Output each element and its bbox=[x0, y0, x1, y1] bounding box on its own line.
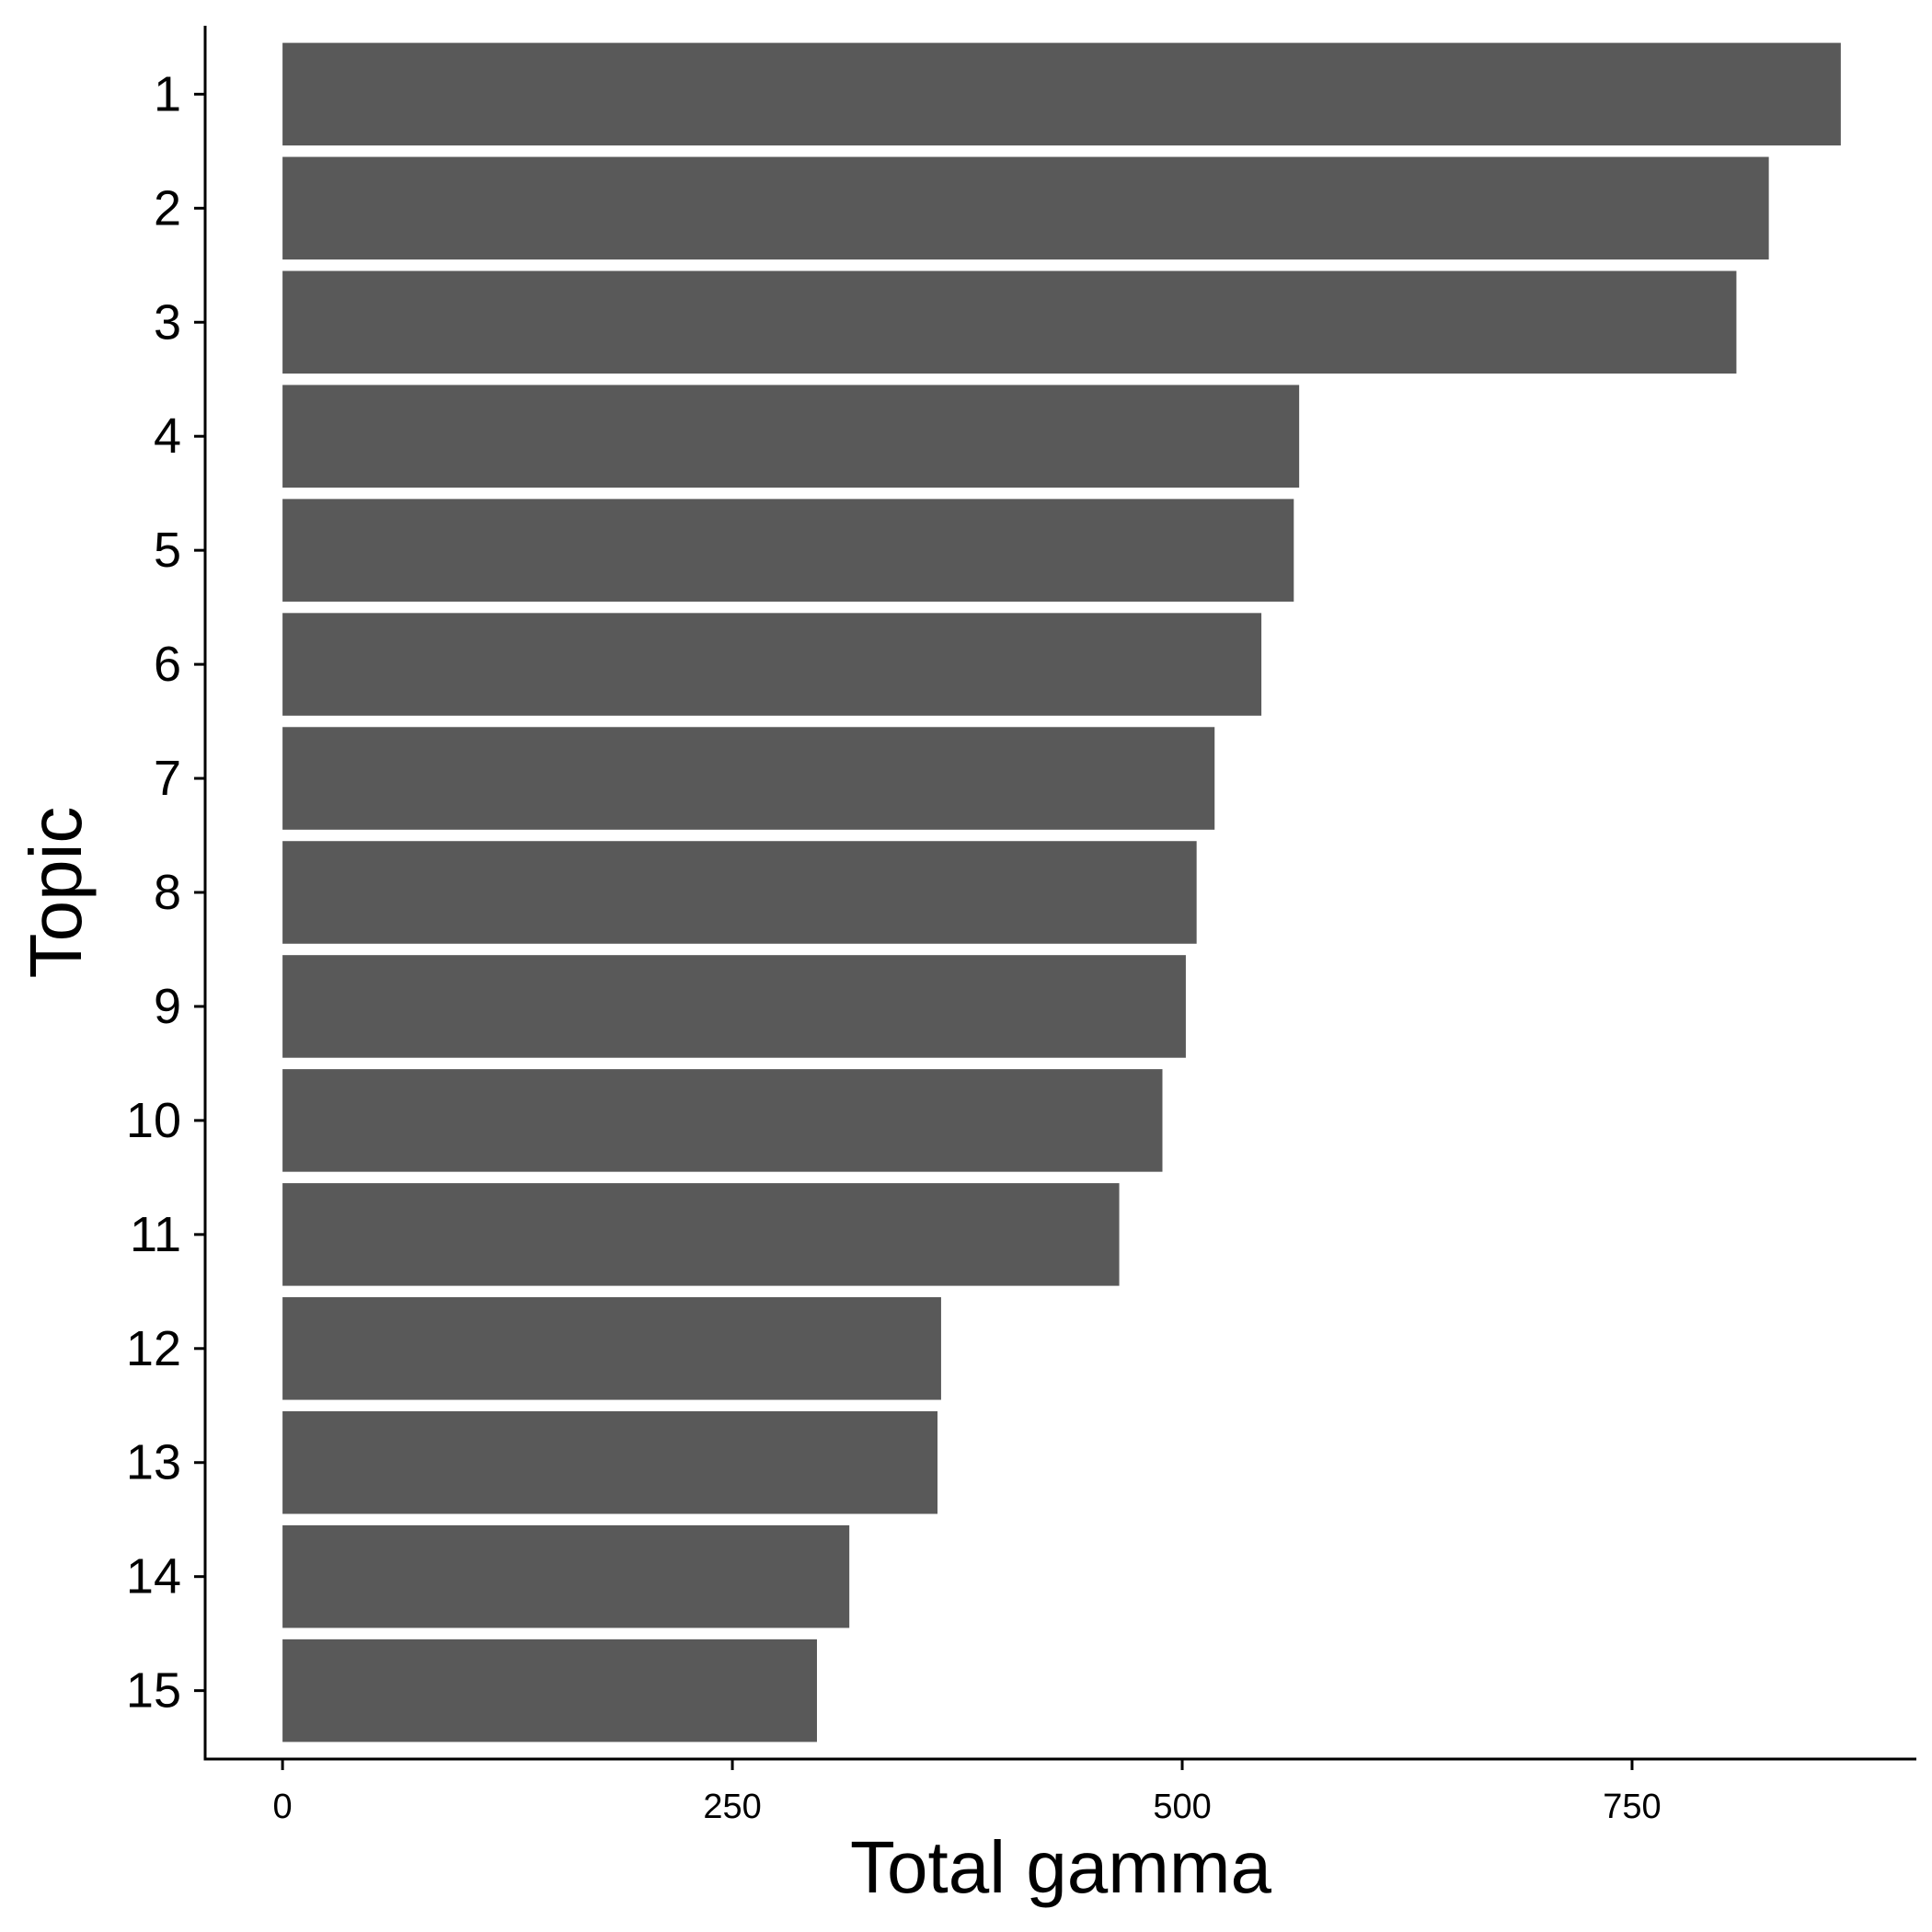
y-tick-label: 2 bbox=[154, 180, 181, 236]
x-tick-label: 750 bbox=[1603, 1788, 1661, 1826]
y-tick-label: 10 bbox=[126, 1093, 181, 1148]
y-tick-label: 8 bbox=[154, 865, 181, 920]
y-tick-label: 1 bbox=[154, 66, 181, 121]
bars-layer bbox=[282, 42, 1841, 1742]
bar-topic-2 bbox=[282, 156, 1769, 260]
x-axis-ticks: 0 250 500 750 bbox=[273, 1759, 1662, 1826]
y-tick-label: 7 bbox=[154, 751, 181, 806]
bar-topic-11 bbox=[282, 1183, 1120, 1286]
y-tick-label: 9 bbox=[154, 979, 181, 1034]
x-tick-label: 500 bbox=[1153, 1788, 1211, 1826]
y-tick-label: 15 bbox=[126, 1663, 181, 1719]
bar-topic-14 bbox=[282, 1524, 850, 1628]
bar-topic-3 bbox=[282, 270, 1737, 374]
y-tick-label: 13 bbox=[126, 1435, 181, 1490]
bar-topic-9 bbox=[282, 955, 1186, 1058]
bar-topic-4 bbox=[282, 385, 1300, 488]
y-tick-label: 11 bbox=[130, 1207, 181, 1262]
x-axis-title: Total gamma bbox=[850, 1826, 1271, 1908]
bar-topic-5 bbox=[282, 499, 1294, 602]
x-tick-label: 0 bbox=[273, 1788, 293, 1826]
bar-topic-13 bbox=[282, 1410, 938, 1514]
bar-topic-10 bbox=[282, 1069, 1163, 1172]
y-tick-label: 14 bbox=[126, 1549, 181, 1604]
y-tick-label: 5 bbox=[154, 523, 181, 578]
bar-topic-15 bbox=[282, 1639, 817, 1742]
y-tick-label: 3 bbox=[154, 294, 181, 350]
bar-topic-12 bbox=[282, 1297, 941, 1400]
bar-topic-7 bbox=[282, 727, 1215, 830]
y-tick-label: 6 bbox=[154, 637, 181, 692]
bar-topic-6 bbox=[282, 613, 1262, 716]
y-axis-title: Topic bbox=[15, 807, 97, 979]
y-tick-label: 4 bbox=[154, 408, 181, 464]
x-tick-label: 250 bbox=[703, 1788, 761, 1826]
y-tick-label: 12 bbox=[126, 1321, 181, 1376]
bar-topic-1 bbox=[282, 42, 1841, 146]
bar-topic-8 bbox=[282, 841, 1197, 944]
